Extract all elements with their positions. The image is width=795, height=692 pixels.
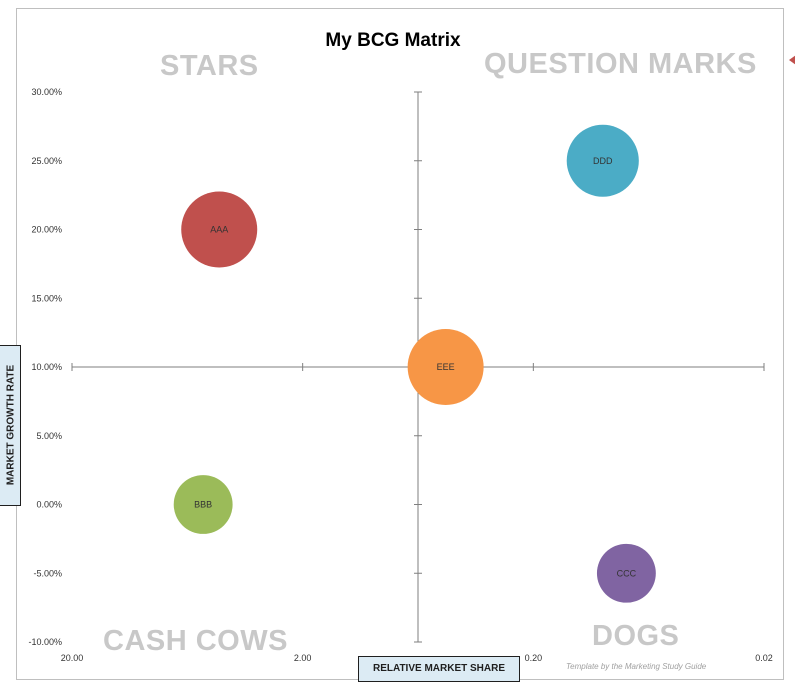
- x-axis-title: RELATIVE MARKET SHARE: [358, 656, 520, 682]
- bubble-eee: [407, 329, 484, 405]
- bubble-label-ddd: DDD: [593, 156, 613, 166]
- y-axis-title-box: [0, 345, 21, 506]
- chart-frame: My BCG Matrix: [16, 8, 784, 680]
- bubble-label-bbb: BBB: [194, 500, 212, 510]
- x-tick-label: 20.00: [61, 653, 84, 663]
- x-tick-label: 0.02: [755, 653, 773, 663]
- bubble-ccc: [596, 543, 656, 603]
- chart-title: My BCG Matrix: [325, 30, 461, 51]
- bubble-label-aaa: AAA: [210, 225, 228, 235]
- quadrant-label-question-marks: QUESTION MARKS: [484, 48, 757, 80]
- y-tick-label: 0.00%: [36, 500, 62, 510]
- x-tick-label: 2.00: [294, 653, 312, 663]
- y-tick-label: -10.00%: [28, 637, 62, 647]
- quadrant-label-stars: STARS: [160, 50, 259, 82]
- bubble-ddd: [566, 124, 639, 197]
- y-axis-title: MARKET GROWTH RATE: [5, 364, 17, 486]
- bubble-aaa: [181, 191, 258, 268]
- y-tick-label: -5.00%: [33, 568, 62, 578]
- bubble-bbb: [173, 475, 233, 534]
- y-tick-label: 30.00%: [31, 87, 62, 97]
- y-tick-label: 10.00%: [31, 362, 62, 372]
- x-tick-label: 0.20: [525, 653, 543, 663]
- quadrant-label-dogs: DOGS: [592, 620, 680, 652]
- template-credit: Template by the Marketing Study Guide: [566, 662, 707, 671]
- quadrant-label-cash-cows: CASH COWS: [103, 625, 288, 657]
- y-tick-label: 25.00%: [31, 156, 62, 166]
- bubble-label-eee: EEE: [437, 362, 455, 372]
- y-tick-label: 20.00%: [31, 225, 62, 235]
- bubble-label-ccc: CCC: [617, 568, 637, 578]
- edge-arrow-marker: [789, 55, 795, 65]
- y-tick-label: 5.00%: [36, 431, 62, 441]
- y-tick-label: 15.00%: [31, 293, 62, 303]
